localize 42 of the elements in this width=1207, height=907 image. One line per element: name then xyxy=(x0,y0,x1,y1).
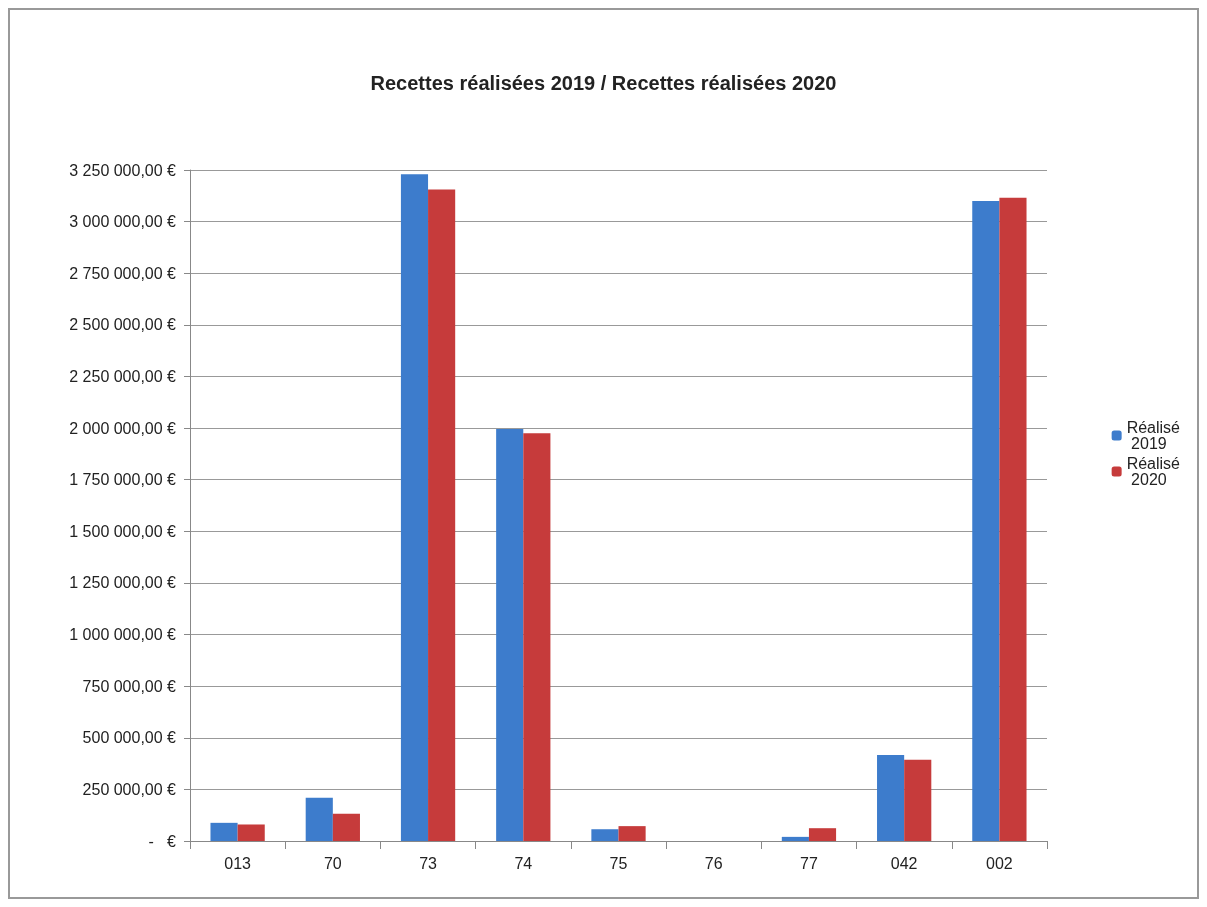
y-tick-label: - € xyxy=(148,832,177,850)
y-tick-label: 750 000,00 € xyxy=(82,677,177,695)
bar xyxy=(591,829,619,841)
bar xyxy=(999,197,1027,841)
y-tick-label: 3 250 000,00 € xyxy=(69,161,177,179)
x-tick-label: 75 xyxy=(609,854,628,872)
y-tick-label: 1 250 000,00 € xyxy=(69,574,177,592)
y-tick-label: 1 750 000,00 € xyxy=(69,471,177,489)
x-tick-label: 76 xyxy=(704,854,723,872)
bar xyxy=(904,759,932,841)
x-tick-label: 002 xyxy=(986,854,1013,872)
x-tick-label: 74 xyxy=(514,854,533,872)
y-tick-label: 2 000 000,00 € xyxy=(69,419,177,437)
bar xyxy=(877,754,905,841)
x-tick-label: 77 xyxy=(800,854,818,872)
bar xyxy=(618,826,646,841)
x-tick-label: 73 xyxy=(419,854,438,872)
legend-label: Réalisé 2019 xyxy=(1126,419,1181,452)
y-tick-label: 2 750 000,00 € xyxy=(69,264,177,282)
y-tick-label: 1 000 000,00 € xyxy=(69,626,177,644)
y-tick-label: 2 500 000,00 € xyxy=(69,316,177,334)
y-tick-label: 1 500 000,00 € xyxy=(69,522,177,540)
bar xyxy=(210,822,238,841)
x-tick-label: 042 xyxy=(890,854,918,872)
y-tick-label: 2 250 000,00 € xyxy=(69,367,177,385)
bar xyxy=(305,797,333,841)
y-tick-label: 500 000,00 € xyxy=(82,729,177,747)
bar xyxy=(400,174,429,841)
y-tick-label: 250 000,00 € xyxy=(82,780,177,798)
bar xyxy=(972,200,1000,841)
bar xyxy=(808,828,837,841)
y-tick-label: 3 000 000,00 € xyxy=(69,213,177,231)
chart-title: Recettes réalisées 2019 / Recettes réalisées 2020 xyxy=(370,72,837,94)
legend-label: Réalisé 2020 xyxy=(1126,455,1181,488)
bar xyxy=(428,189,456,841)
bar xyxy=(332,813,360,841)
bar xyxy=(237,824,265,841)
x-tick-label: 013 xyxy=(224,854,252,872)
bar xyxy=(523,433,551,841)
bar xyxy=(496,429,524,841)
bar xyxy=(781,836,809,841)
x-tick-label: 70 xyxy=(323,854,342,872)
